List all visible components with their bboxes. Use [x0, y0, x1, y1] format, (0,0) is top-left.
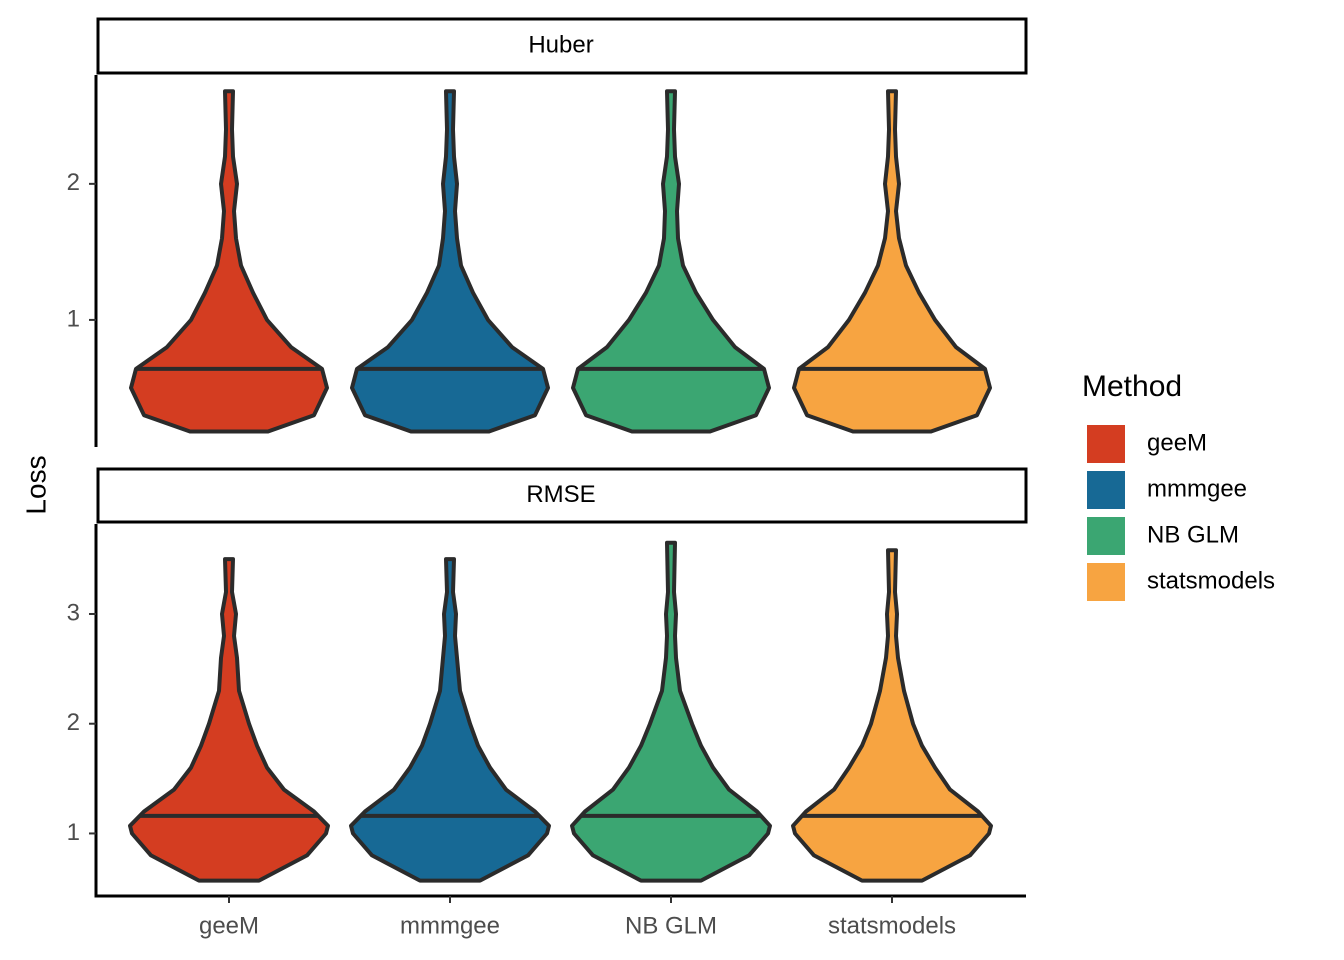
- violin: [792, 89, 992, 434]
- legend-label: NB GLM: [1147, 521, 1239, 548]
- legend-label: geeM: [1147, 429, 1207, 456]
- legend-title: Method: [1082, 370, 1182, 403]
- violin: [128, 557, 330, 883]
- x-tick-label: mmmgee: [400, 912, 500, 939]
- strip-label: Huber: [528, 31, 593, 58]
- strip: [96, 17, 1028, 75]
- violin: [570, 540, 772, 883]
- violin: [350, 89, 550, 434]
- x-tick-label: NB GLM: [625, 912, 717, 939]
- legend-key: [1087, 563, 1125, 601]
- legend-key: [1087, 425, 1125, 463]
- legend-label: statsmodels: [1147, 567, 1275, 594]
- strip-label: RMSE: [526, 481, 595, 508]
- legend-key: [1087, 517, 1125, 555]
- y-tick-label: 2: [67, 169, 80, 196]
- violin: [349, 557, 551, 883]
- violin: [129, 89, 329, 434]
- legend-key: [1087, 471, 1125, 509]
- y-tick-label: 1: [67, 819, 80, 846]
- legend-label: mmmgee: [1147, 475, 1247, 502]
- y-tick-label: 1: [67, 305, 80, 332]
- violin: [791, 548, 993, 883]
- y-tick-label: 2: [67, 709, 80, 736]
- y-tick-label: 3: [67, 599, 80, 626]
- violin: [571, 89, 771, 434]
- strip: [96, 467, 1028, 524]
- y-axis-label: Loss: [20, 455, 51, 514]
- x-tick-label: geeM: [199, 912, 259, 939]
- x-tick-label: statsmodels: [828, 912, 956, 939]
